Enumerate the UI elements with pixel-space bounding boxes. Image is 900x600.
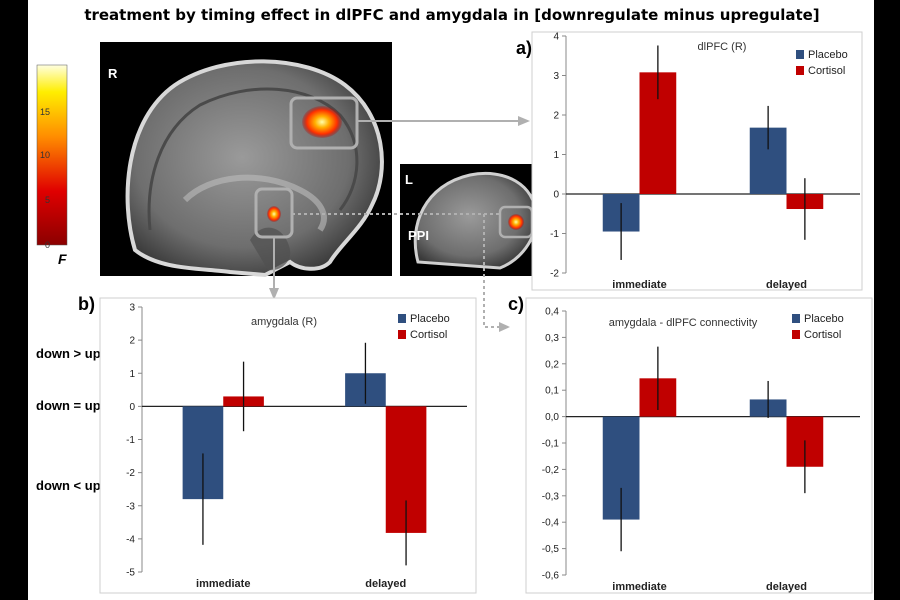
- hemisphere-label-main: R: [108, 66, 118, 81]
- panel-label: b): [78, 294, 95, 314]
- y-tick-label: -1: [126, 435, 135, 446]
- y-tick-label: -0,4: [542, 518, 560, 529]
- y-tick-label: -5: [126, 568, 135, 579]
- y-tick-label: -0,1: [542, 439, 560, 450]
- y-tick-label: 1: [129, 369, 135, 380]
- ppi-label: PPI: [408, 228, 429, 243]
- colorbar-label: F: [58, 251, 67, 267]
- legend-label: Placebo: [804, 313, 844, 325]
- colorbar-gradient: [36, 64, 68, 246]
- x-category-label: immediate: [612, 279, 666, 291]
- legend-swatch: [792, 330, 800, 339]
- amygdala-activation: [267, 206, 281, 222]
- y-tick-label: -0,5: [542, 544, 560, 555]
- y-tick-label: 0,1: [545, 386, 559, 397]
- y-tick-label: 3: [553, 71, 559, 82]
- legend-label: Cortisol: [804, 329, 841, 341]
- y-tick-label: -2: [126, 468, 135, 479]
- y-tick-label: 0: [129, 402, 135, 413]
- hemisphere-label-inset: L: [405, 172, 413, 187]
- y-tick-label: -3: [126, 501, 135, 512]
- inset-brain-outline: [413, 171, 538, 270]
- legend-label: Cortisol: [808, 65, 845, 77]
- brain-inset-image: L PPI: [400, 164, 540, 276]
- figure-title: treatment by timing effect in dlPFC and …: [84, 6, 819, 24]
- y-tick-label: -0,6: [542, 571, 560, 582]
- brain-fold: [147, 87, 359, 231]
- legend-swatch: [398, 330, 406, 339]
- legend-label: Placebo: [410, 313, 450, 325]
- colorbar-tick: 0: [45, 240, 50, 250]
- panel-title: amygdala - dlPFC connectivity: [609, 317, 758, 329]
- legend-label: Cortisol: [410, 329, 447, 341]
- panel-frame: [531, 31, 863, 291]
- y-tick-label: -4: [126, 534, 135, 545]
- annotation-down-eq-up: down = up: [36, 398, 101, 413]
- x-category-label: delayed: [766, 279, 807, 291]
- legend-label: Placebo: [808, 49, 848, 61]
- dlpfc-activation: [302, 106, 342, 138]
- panel-c-connectivity-chart: -0,6 -0,5 -0,4 -0,3 -0,2 -0,1 0,0 0,1 0,2 0,3 0,4 i…: [508, 294, 873, 594]
- y-tick-label: 0,3: [545, 333, 559, 344]
- panel-label: a): [516, 38, 532, 58]
- arrowhead: [518, 116, 530, 126]
- y-tick-label: 3: [129, 303, 135, 314]
- y-tick-label: 1: [553, 150, 559, 161]
- y-tick-label: -0,3: [542, 491, 560, 502]
- y-tick-label: -1: [550, 229, 559, 240]
- y-tick-label: 2: [129, 336, 135, 347]
- y-tick-label: 0,4: [545, 307, 559, 318]
- colorbar-tick: 5: [45, 195, 50, 205]
- y-tick-label: 0,2: [545, 359, 559, 370]
- ppi-activation: [508, 214, 524, 230]
- panel-label: c): [508, 294, 524, 314]
- y-tick-label: -0,2: [542, 465, 560, 476]
- y-tick-label: 0: [553, 190, 559, 201]
- legend-swatch: [796, 50, 804, 59]
- y-tick-label: 0,0: [545, 412, 559, 423]
- connectors: [269, 116, 530, 332]
- panel-a-dlpfc-chart: -2 -1 0 1 2 3 4 immediate delayed dlPFC (R) Placeb…: [516, 31, 863, 291]
- y-tick-label: 2: [553, 111, 559, 122]
- x-category-label: delayed: [766, 581, 807, 593]
- panel-title: dlPFC (R): [698, 41, 747, 53]
- colorbar-tick: 15: [40, 107, 50, 117]
- dlpfc-roi-box: [289, 96, 359, 150]
- brain-sagittal-image: R: [100, 42, 392, 278]
- panel-b-amygdala-chart: -5 -4 -3 -2 -1 0 1 2 3 immediate delayed amygdala (…: [78, 294, 477, 594]
- panel-title: amygdala (R): [251, 316, 317, 328]
- y-tick-label: 4: [553, 32, 559, 43]
- arrowhead: [269, 288, 279, 300]
- legend-swatch: [398, 314, 406, 323]
- x-category-label: delayed: [365, 578, 406, 590]
- x-category-label: immediate: [612, 581, 666, 593]
- legend-swatch: [796, 66, 804, 75]
- arrowhead: [499, 322, 510, 332]
- annotation-down-gt-up: down > up: [36, 346, 101, 361]
- annotation-down-lt-up: down < up: [36, 478, 101, 493]
- legend-swatch: [792, 314, 800, 323]
- x-category-label: immediate: [196, 578, 250, 590]
- dotted-connector-connectivity: [483, 214, 500, 328]
- colorbar: 0 5 10 15 F: [36, 64, 68, 267]
- colorbar-tick: 10: [40, 150, 50, 160]
- y-tick-label: -2: [550, 269, 559, 280]
